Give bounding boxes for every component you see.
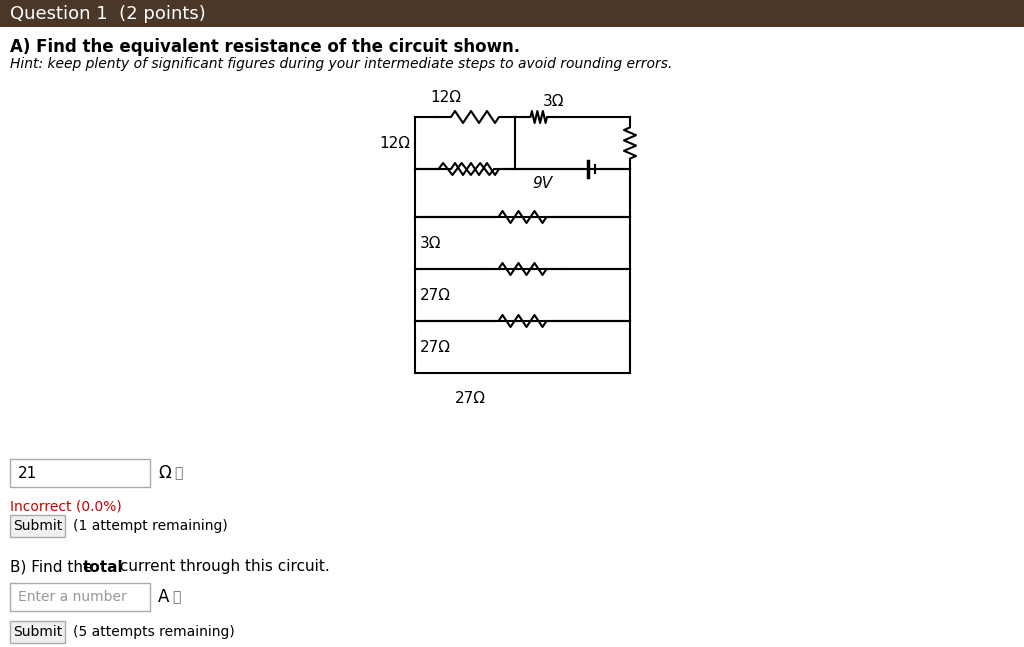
Text: Enter a number: Enter a number	[18, 590, 127, 604]
Text: current through this circuit.: current through this circuit.	[115, 560, 330, 575]
Text: 3Ω: 3Ω	[543, 94, 564, 109]
FancyBboxPatch shape	[10, 515, 65, 537]
Text: 12Ω: 12Ω	[430, 90, 461, 105]
Text: 21: 21	[18, 465, 37, 481]
Text: Submit: Submit	[13, 519, 62, 533]
FancyBboxPatch shape	[10, 459, 150, 487]
Text: A) Find the equivalent resistance of the circuit shown.: A) Find the equivalent resistance of the…	[10, 38, 520, 56]
FancyBboxPatch shape	[0, 0, 1024, 27]
Text: 27Ω: 27Ω	[455, 391, 486, 406]
Text: ⓘ: ⓘ	[172, 590, 180, 604]
Text: ⓘ: ⓘ	[174, 466, 182, 480]
Text: A: A	[158, 588, 169, 606]
Text: Ω: Ω	[158, 464, 171, 482]
Text: total: total	[83, 560, 124, 575]
Text: 9V: 9V	[532, 175, 553, 190]
Text: Incorrect (0.0%): Incorrect (0.0%)	[10, 499, 122, 513]
Text: 12Ω: 12Ω	[379, 135, 410, 151]
Text: (5 attempts remaining): (5 attempts remaining)	[73, 625, 234, 639]
Text: 3Ω: 3Ω	[420, 236, 441, 250]
Text: B) Find the: B) Find the	[10, 560, 97, 575]
Text: (1 attempt remaining): (1 attempt remaining)	[73, 519, 227, 533]
Text: 27Ω: 27Ω	[420, 340, 451, 355]
Text: Question 1  (2 points): Question 1 (2 points)	[10, 5, 206, 23]
FancyBboxPatch shape	[10, 583, 150, 611]
Text: 27Ω: 27Ω	[420, 287, 451, 303]
Text: Submit: Submit	[13, 625, 62, 639]
FancyBboxPatch shape	[10, 621, 65, 643]
Text: Hint: keep plenty of significant figures during your intermediate steps to avoid: Hint: keep plenty of significant figures…	[10, 57, 673, 71]
